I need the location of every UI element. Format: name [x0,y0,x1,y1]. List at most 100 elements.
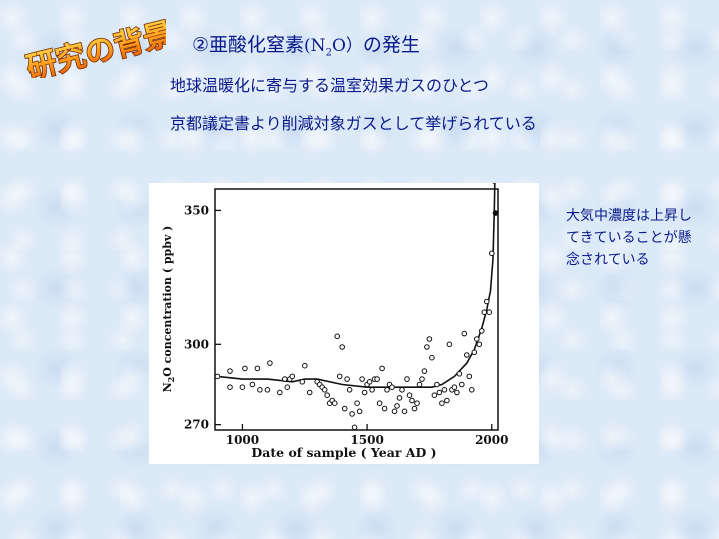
data-point-37 [361,389,368,396]
y-axis-label-rest: O concentration ( ppbv ) [161,226,174,377]
data-point-6 [254,365,261,372]
data-point-78 [464,352,470,358]
research-background-logo: 研究の背景 [22,15,166,78]
data-point-10 [277,389,283,396]
data-point-22 [324,392,330,398]
x-tick-label-1500: 1500 [350,433,383,447]
x-axis-ticks: 1000 1500 2000 [226,424,508,447]
data-point-34 [354,400,360,406]
data-point-67 [436,389,443,396]
data-point-33 [351,424,358,431]
y-tick-label-300: 300 [184,337,209,351]
chart-svg: 270 300 350 1000 1500 2000 Date of sample ( … [149,183,539,464]
data-point-48 [389,384,395,390]
data-point-31 [346,387,353,393]
data-point-81 [471,349,478,356]
data-point-73 [451,384,458,390]
data-point-0 [214,373,221,380]
data-point-58 [414,400,420,406]
chart-plot-frame [214,188,499,431]
data-point-28 [339,344,345,350]
data-point-77 [461,330,468,337]
title-formula: (N2O） [304,36,363,59]
data-point-61 [421,368,428,374]
title-suffix: の発生 [362,34,420,56]
data-point-80 [469,387,475,393]
data-point-53 [401,408,408,415]
data-point-66 [434,381,440,388]
data-point-9 [267,360,273,366]
chart-background [149,183,539,464]
data-point-17 [306,389,313,396]
data-point-7 [257,387,263,393]
data-point-42 [374,376,380,382]
data-point-59 [416,381,423,388]
data-point-75 [456,371,463,377]
data-point-79 [466,373,473,380]
data-point-68 [439,400,445,406]
data-point-36 [359,376,365,382]
page-title: ②亜酸化窒素(N2O）の発生 [192,30,420,58]
title-formula-subscript: 2 [325,47,332,59]
bullet-line-greenhouse: 地球温暖化に寄与する温室効果ガスのひとつ [170,76,489,95]
data-point-12 [284,384,291,390]
data-point-8 [264,387,271,393]
data-point-49 [391,408,398,415]
data-point-5 [249,381,256,388]
data-point-82 [474,336,480,342]
data-point-26 [334,333,340,340]
data-point-51 [396,395,403,401]
data-point-15 [299,379,306,385]
data-point-40 [369,387,375,393]
x-tick-label-2000: 2000 [475,433,508,447]
y-tick-label-270: 270 [184,418,209,432]
data-point-45 [381,405,388,412]
data-point-71 [446,341,453,348]
data-point-56 [409,397,415,404]
trend-line [217,183,496,388]
y-tick-label-350: 350 [184,203,209,217]
data-point-69 [441,387,448,393]
data-point-29 [341,405,348,412]
y-axis-label: N2O concentration ( ppbv ) [161,226,176,393]
data-point-55 [406,392,413,398]
data-point-76 [459,381,465,388]
data-point-35 [356,408,363,415]
y-axis-ticks: 270 300 350 [184,203,221,432]
x-axis-label: Date of sample ( Year AD ) [251,445,436,460]
logo-text: 研究の背景 [23,16,166,78]
data-point-27 [336,373,343,380]
data-point-54 [404,376,410,382]
data-point-85 [481,309,488,315]
data-point-50 [394,403,400,409]
data-point-44 [379,365,385,372]
data-point-4 [242,365,248,372]
bullet-line-kyoto: 京都議定書より削減対象ガスとして挙げられている [170,114,537,133]
data-point-87 [486,309,493,315]
data-point-1 [227,368,233,374]
data-point-32 [349,411,355,417]
data-point-88 [489,250,495,257]
data-point-30 [344,376,350,382]
data-point-43 [376,400,383,406]
data-point-86 [484,298,490,305]
x-tick-label-1000: 1000 [226,433,259,447]
data-point-46 [384,387,390,393]
data-point-3 [239,384,246,390]
data-point-14 [289,373,296,380]
data-point-90 [492,210,499,216]
title-formula-close: O） [331,36,363,56]
data-point-83 [476,341,483,348]
y-axis-label-main: N [161,382,174,392]
y-axis-label-subscript: 2 [166,377,176,383]
data-point-39 [366,379,373,385]
data-point-70 [444,397,450,404]
side-note: 大気中濃度は上昇してきていることが懸念されている [566,208,692,268]
data-point-84 [479,328,485,334]
data-point-21 [321,387,328,393]
data-point-62 [424,344,430,350]
data-point-64 [429,354,435,361]
data-point-57 [411,405,418,412]
data-point-63 [426,336,433,342]
data-point-74 [454,389,460,396]
